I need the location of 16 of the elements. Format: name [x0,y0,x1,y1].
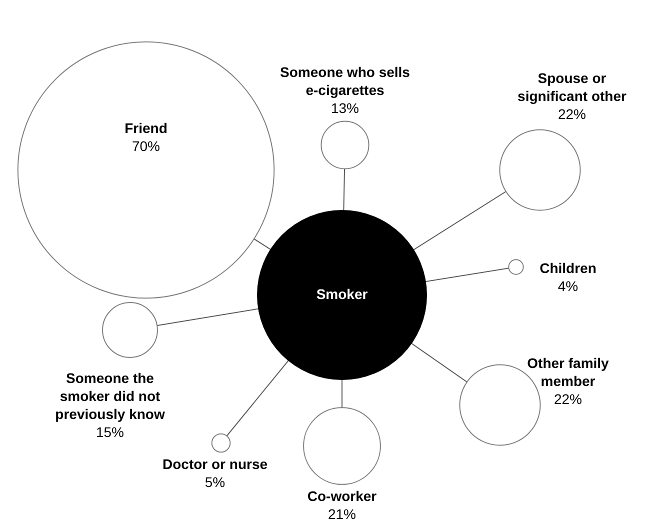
data-label: 21% [328,506,356,522]
category-label: Doctor or nurse [162,456,268,472]
category-label: Other family member [527,354,610,389]
data-label: 22% [558,106,586,122]
category-label: Co-worker [307,488,378,504]
category-label: Someone the smoker did not previously know [55,370,165,422]
data-label: 22% [554,390,582,407]
category-label: Someone who sells e-cigarettes [280,64,410,98]
data-label: 4% [558,278,578,294]
data-label: 70% [132,138,160,154]
data-label: 15% [96,424,124,440]
category-label: Friend [124,120,168,136]
category-label: Spouse or significant other [518,70,627,104]
data-label: 13% [330,100,360,116]
data-label: 5% [204,474,226,490]
category-label: Children [540,260,596,276]
